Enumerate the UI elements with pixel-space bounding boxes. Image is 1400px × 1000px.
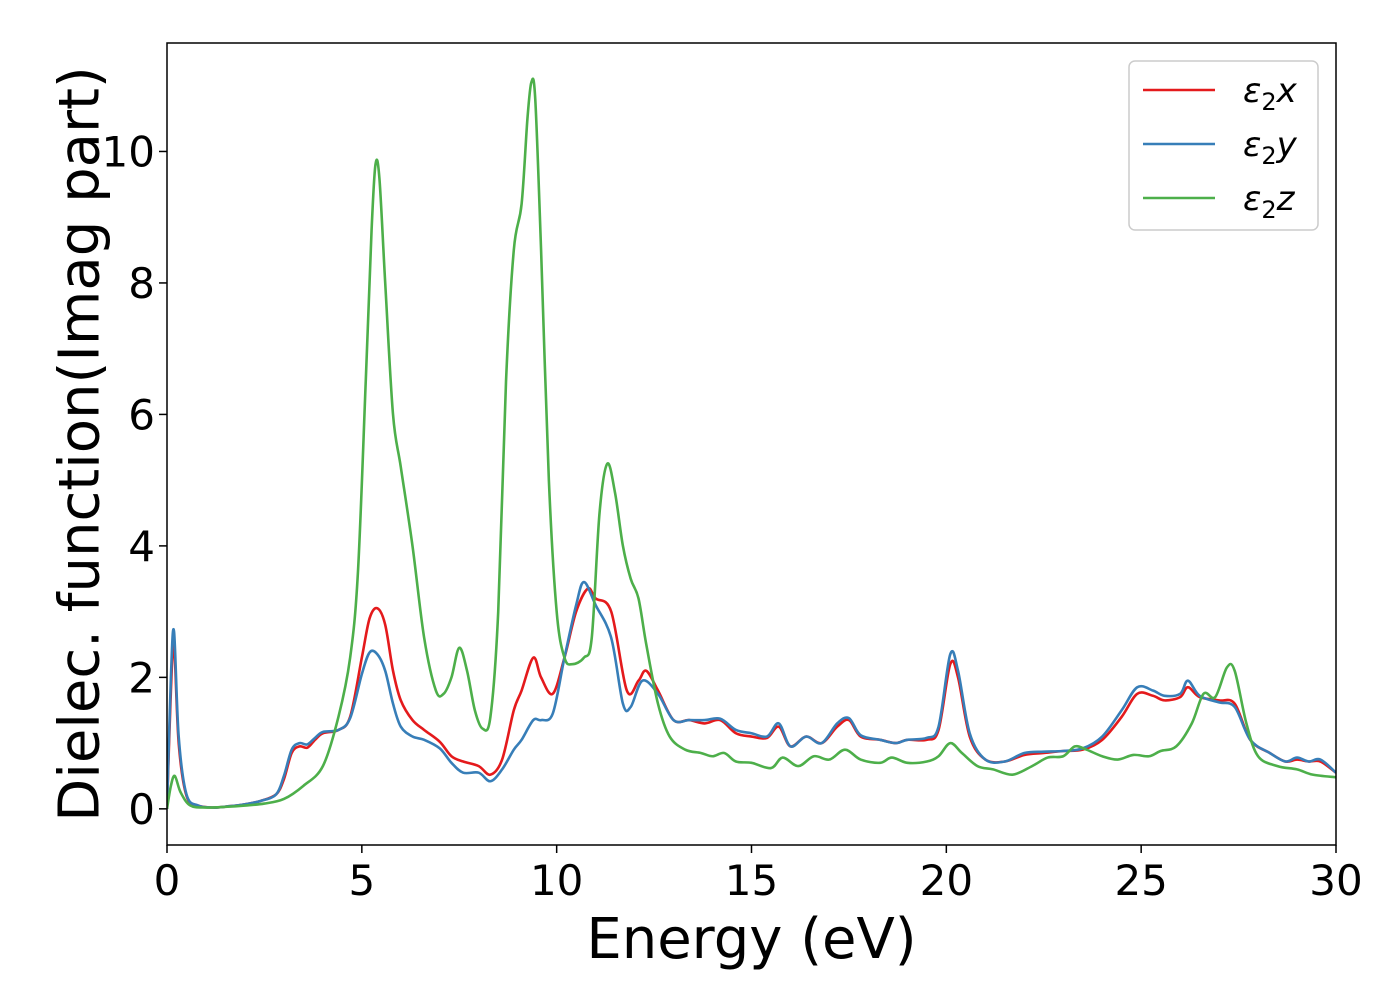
x-axis-label: Energy (eV) [586, 907, 916, 972]
x-tick-label: 10 [530, 856, 583, 905]
y-tick-label: 2 [128, 653, 155, 702]
x-tick-label: 20 [920, 856, 973, 905]
x-tick-label: 5 [348, 856, 375, 905]
y-tick-label: 4 [128, 522, 155, 571]
legend-item-y: ε2y [1143, 125, 1298, 170]
y-tick-label: 6 [128, 390, 155, 439]
legend-label: ε2z [1243, 179, 1296, 224]
x-tick-label: 15 [725, 856, 778, 905]
axis-ticks: 0 5 10 15 20 25 30 0 2 4 6 8 10 [102, 127, 1363, 905]
x-tick-label: 25 [1114, 856, 1167, 905]
y-tick-label: 8 [128, 259, 155, 308]
legend-item-x: ε2x [1143, 71, 1298, 116]
series-line-y [167, 580, 1336, 809]
legend-label: ε2y [1243, 125, 1298, 170]
legend-box [1128, 60, 1319, 231]
series-lines [167, 77, 1336, 810]
y-axis-label: Dielec. function(Imag part) [48, 66, 113, 822]
legend: ε2x ε2y ε2z [1128, 60, 1319, 231]
x-tick-label: 30 [1309, 856, 1362, 905]
legend-label: ε2x [1243, 71, 1298, 116]
series-line-z [167, 77, 1336, 810]
x-tick-label: 0 [154, 856, 181, 905]
y-tick-label: 0 [128, 785, 155, 834]
y-tick-label: 10 [102, 127, 155, 176]
series-line-x [167, 586, 1336, 809]
legend-item-z: ε2z [1143, 179, 1296, 224]
